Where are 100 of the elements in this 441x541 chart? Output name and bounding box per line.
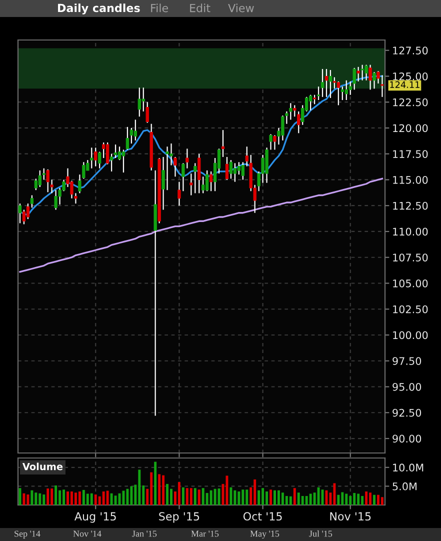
bar bbox=[78, 491, 81, 505]
candlestick bbox=[229, 160, 233, 180]
text: May '15 bbox=[250, 530, 280, 539]
bar bbox=[210, 490, 212, 505]
bar bbox=[270, 490, 272, 505]
candlestick bbox=[289, 102, 292, 120]
candlestick bbox=[134, 119, 138, 141]
text: Sep '14 bbox=[14, 530, 40, 539]
bar bbox=[353, 492, 356, 505]
bar bbox=[102, 491, 105, 505]
bar bbox=[226, 476, 228, 505]
bar bbox=[285, 496, 288, 505]
y-tick-label: 90.00 bbox=[392, 434, 422, 443]
candlestick bbox=[122, 149, 126, 174]
y-tick-label: 125.00 bbox=[393, 72, 428, 80]
bar bbox=[26, 494, 30, 505]
candlestick bbox=[98, 151, 102, 169]
bar bbox=[150, 472, 153, 505]
text: View bbox=[228, 4, 254, 12]
bar bbox=[254, 479, 256, 505]
bar bbox=[297, 492, 300, 505]
candlestick bbox=[186, 148, 189, 169]
bar bbox=[162, 475, 165, 505]
bar bbox=[317, 487, 320, 505]
bar bbox=[182, 487, 184, 505]
y-tick-label: 5.0M bbox=[392, 482, 416, 490]
bar bbox=[114, 496, 117, 505]
y-tick-label: 10.0M bbox=[393, 464, 424, 472]
candlestick bbox=[166, 146, 169, 191]
candlestick bbox=[46, 168, 50, 193]
line-series bbox=[19, 178, 384, 273]
text: Nov '14 bbox=[73, 530, 102, 537]
y-tick-label: 95.00 bbox=[392, 382, 422, 391]
text: 124.11 bbox=[390, 81, 420, 88]
bar bbox=[230, 487, 232, 505]
bar bbox=[246, 490, 248, 505]
candlestick bbox=[126, 126, 130, 150]
candlestick bbox=[324, 68, 328, 98]
bar bbox=[198, 490, 200, 505]
candlestick bbox=[372, 72, 376, 90]
candlestick bbox=[154, 170, 157, 416]
candlestick bbox=[138, 87, 141, 118]
bar bbox=[274, 490, 276, 505]
candlestick bbox=[22, 209, 26, 225]
bar bbox=[365, 491, 368, 505]
bar bbox=[122, 490, 125, 505]
bar bbox=[333, 483, 336, 505]
bar bbox=[86, 494, 89, 505]
bar bbox=[373, 494, 376, 505]
candlestick bbox=[54, 190, 58, 210]
y-tick-label: 127.50 bbox=[393, 46, 428, 54]
y-tick-label: 122.50 bbox=[393, 98, 428, 106]
candlestick bbox=[94, 147, 98, 167]
bar bbox=[380, 497, 384, 505]
bar bbox=[301, 496, 304, 505]
candlestick bbox=[360, 64, 364, 81]
bar bbox=[38, 493, 42, 505]
bar bbox=[341, 492, 344, 505]
bar bbox=[349, 496, 352, 505]
bar bbox=[309, 494, 312, 505]
candlestick bbox=[225, 156, 229, 180]
y-tick-label: 105.00 bbox=[393, 279, 428, 288]
candlestick bbox=[269, 134, 272, 150]
bar bbox=[70, 491, 73, 505]
y-tick-label: 120.00 bbox=[393, 124, 428, 132]
bar bbox=[337, 494, 340, 505]
y-tick-label: 102.50 bbox=[393, 305, 428, 314]
bar bbox=[110, 493, 113, 505]
y-tick-label: 117.50 bbox=[393, 150, 428, 158]
candlestick bbox=[380, 74, 384, 98]
bar bbox=[369, 492, 372, 505]
x-tick-label: Aug '15 bbox=[74, 512, 116, 523]
bar bbox=[30, 490, 34, 505]
bar bbox=[126, 488, 129, 505]
candlestick bbox=[320, 68, 324, 98]
bar bbox=[289, 496, 292, 505]
candlestick bbox=[241, 162, 244, 180]
candlestick bbox=[209, 170, 213, 192]
bar bbox=[345, 494, 348, 505]
candlestick bbox=[368, 64, 372, 90]
bar bbox=[22, 493, 26, 505]
bar bbox=[166, 484, 168, 505]
bar bbox=[138, 470, 141, 505]
bar bbox=[130, 486, 133, 505]
bar bbox=[66, 491, 69, 505]
bar bbox=[94, 494, 97, 505]
bar bbox=[50, 488, 54, 505]
candlestick bbox=[344, 80, 348, 101]
candlestick bbox=[356, 66, 360, 82]
bar bbox=[361, 496, 364, 505]
candlestick bbox=[110, 153, 114, 172]
y-tick-label: 100.00 bbox=[393, 331, 428, 340]
bar bbox=[34, 492, 38, 505]
bar bbox=[106, 490, 109, 505]
candlestick bbox=[142, 87, 145, 112]
bar bbox=[305, 496, 308, 505]
candlestick bbox=[202, 176, 205, 194]
candlestick bbox=[90, 147, 94, 169]
candlestick bbox=[130, 127, 134, 144]
bar bbox=[158, 474, 161, 505]
